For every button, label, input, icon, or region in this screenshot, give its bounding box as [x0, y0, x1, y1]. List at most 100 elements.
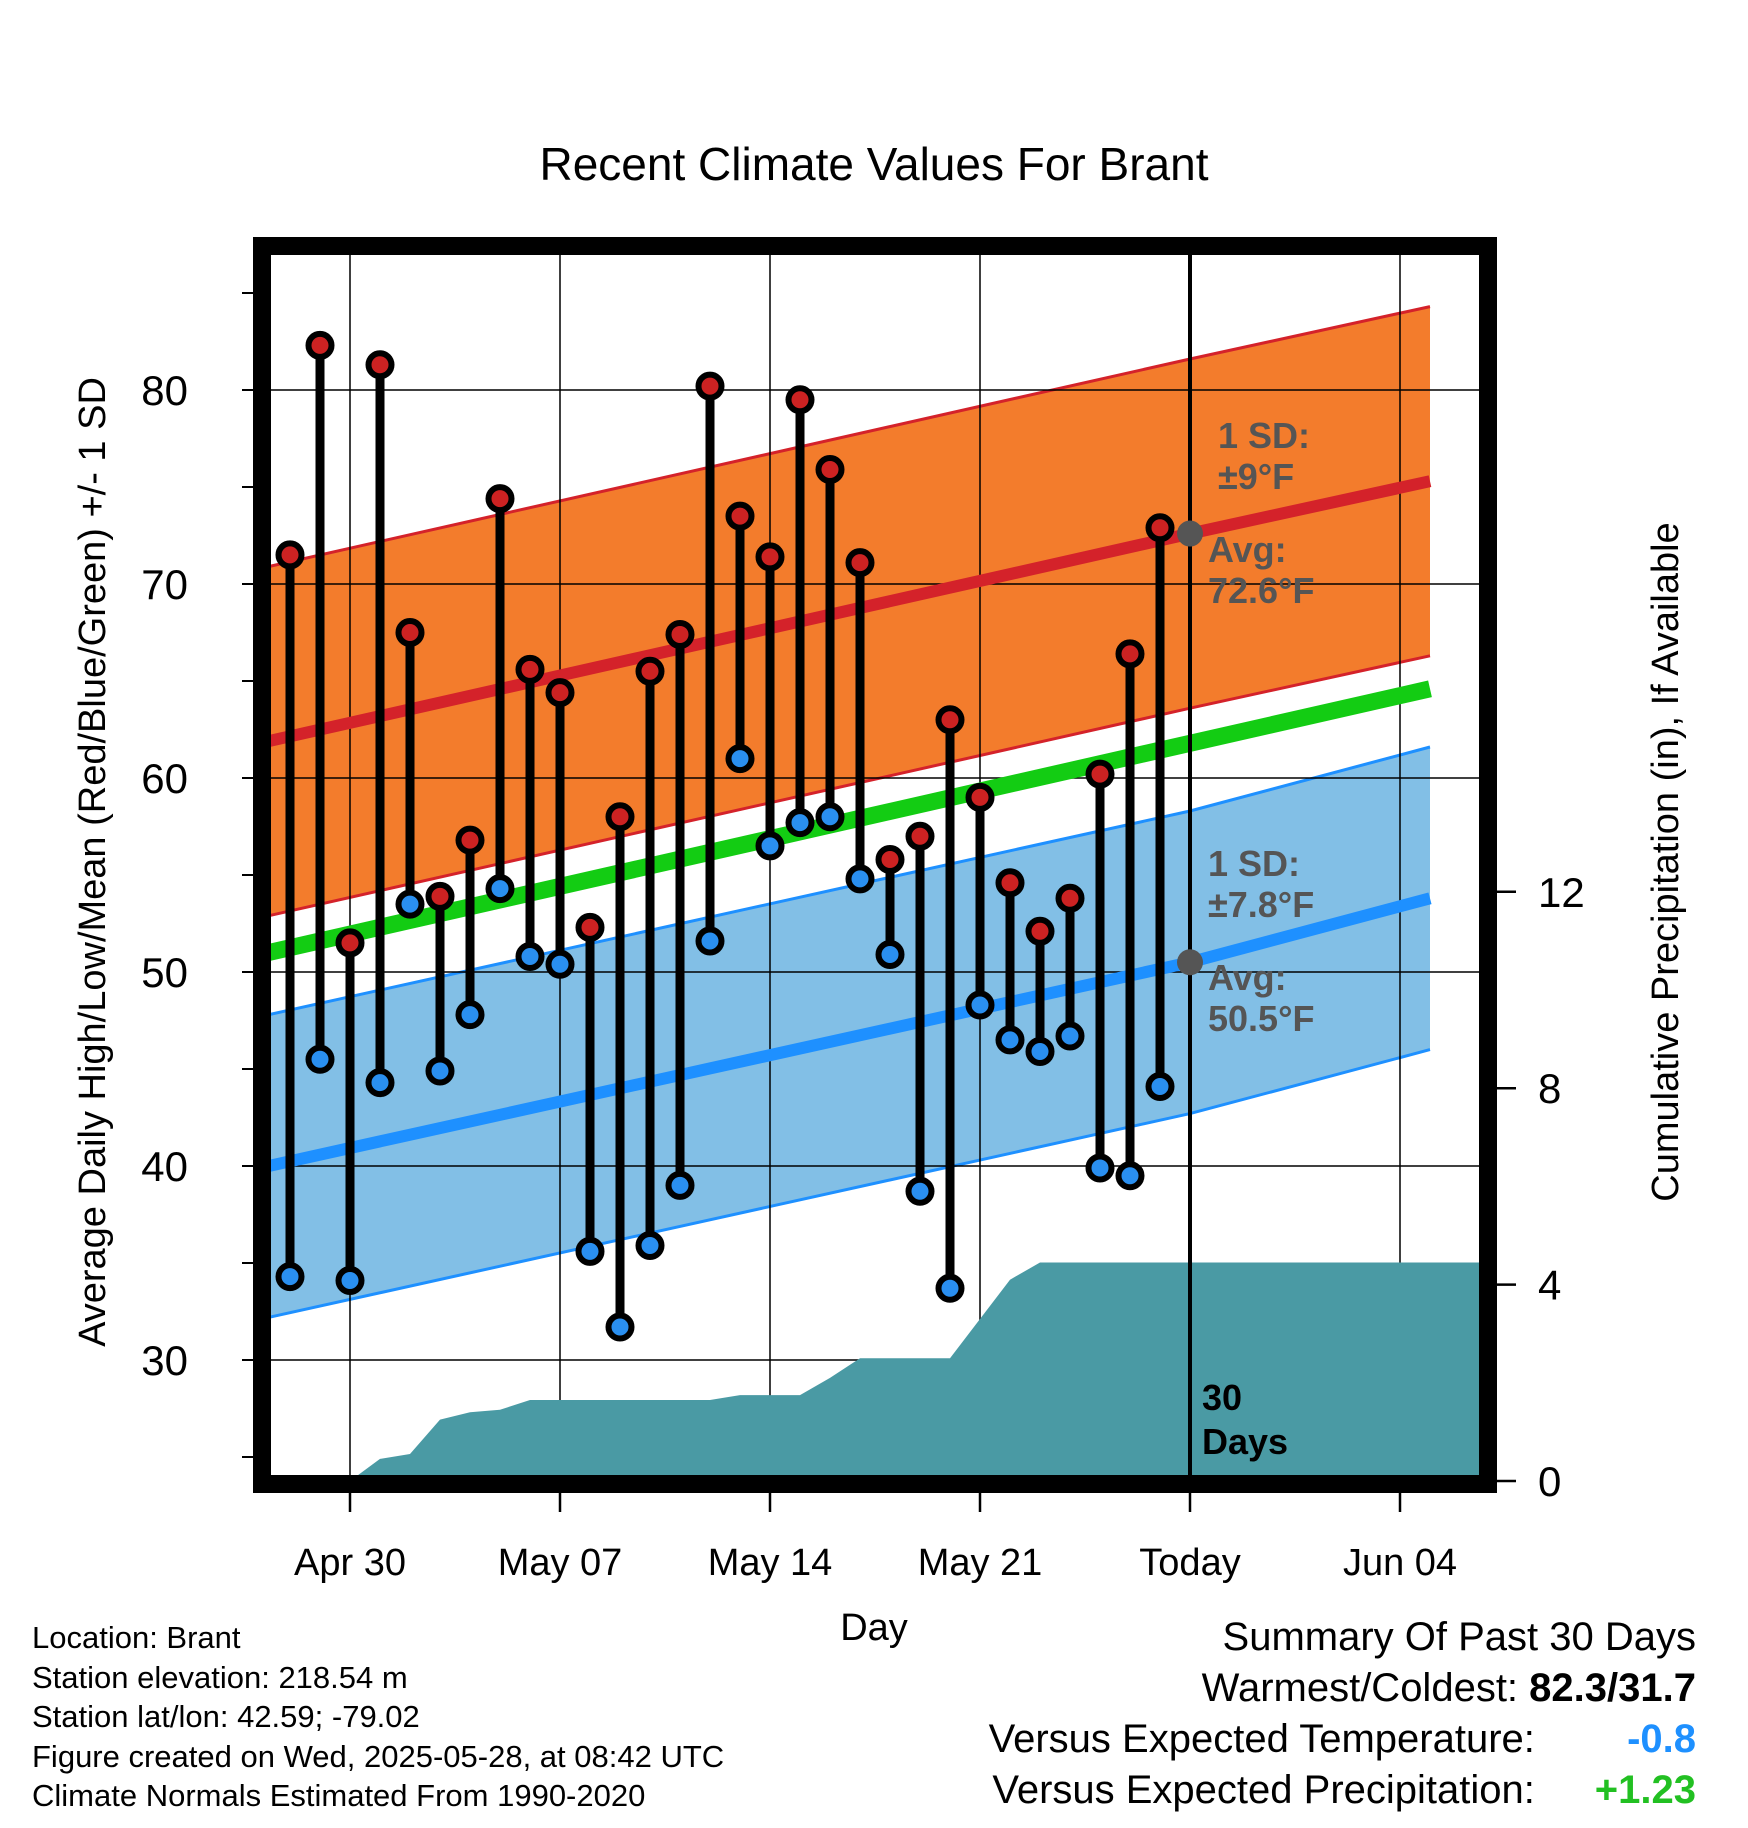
low-point — [695, 926, 725, 956]
chart-text: Recent Climate Values For Brant Day Averag… — [72, 138, 1687, 1649]
low-point — [335, 1265, 365, 1295]
daily-points — [275, 330, 1203, 1342]
low-point — [515, 941, 545, 971]
high-point — [935, 705, 965, 735]
avg-mean-line — [262, 680, 1432, 963]
high-point — [905, 821, 935, 851]
high-point — [1085, 759, 1115, 789]
low-point — [875, 940, 905, 970]
summary-title: Summary Of Past 30 Days — [1222, 1615, 1696, 1659]
high-point — [635, 656, 665, 686]
high-avg-annotation: Avg: 72.6°F — [1208, 529, 1314, 611]
plot-border — [253, 237, 1497, 1493]
high-point — [365, 350, 395, 380]
high-point — [575, 912, 605, 942]
summary-warmest-row: Warmest/Coldest: 82.3/31.7 — [989, 1663, 1696, 1714]
station-info: Location: Brant Station elevation: 218.5… — [32, 1618, 724, 1816]
low-point — [635, 1231, 665, 1261]
today-avg-low-marker — [1177, 949, 1203, 976]
x-tick-label: Today — [1139, 1542, 1240, 1584]
high-point — [875, 844, 905, 874]
low-point — [905, 1176, 935, 1206]
low-point — [1115, 1161, 1145, 1191]
temp-label: Versus Expected Temperature: — [988, 1717, 1535, 1761]
low-point — [815, 802, 845, 832]
high-point — [665, 619, 695, 649]
low-point — [365, 1068, 395, 1098]
high-point — [995, 868, 1025, 898]
summary-precip-row: Versus Expected Precipitation: +1.23 — [989, 1765, 1696, 1816]
low-sd-annotation: 1 SD: ±7.8°F — [1208, 843, 1314, 925]
high-point — [335, 928, 365, 958]
low-point — [1085, 1153, 1115, 1183]
low-point — [1025, 1037, 1055, 1067]
high-point — [425, 881, 455, 911]
low-point — [605, 1312, 635, 1342]
low-point — [575, 1236, 605, 1266]
y2-tick-label-8: 8 — [1538, 1065, 1561, 1112]
low-point — [545, 949, 575, 979]
low-point — [275, 1262, 305, 1292]
thirty-days-annotation: 30 Days — [1202, 1377, 1288, 1462]
created-text: Figure created on Wed, 2025-05-28, at 08… — [32, 1738, 725, 1774]
low-point — [935, 1273, 965, 1303]
precipitation-area — [350, 1262, 1488, 1484]
high-point — [1115, 639, 1145, 669]
high-point — [785, 385, 815, 415]
low-point — [395, 889, 425, 919]
low-point — [755, 831, 785, 861]
high-point — [1025, 916, 1055, 946]
y2-tick-label-12: 12 — [1538, 869, 1585, 916]
high-point — [755, 542, 785, 572]
high-point — [1145, 513, 1175, 543]
high-point — [455, 825, 485, 855]
high-point — [395, 618, 425, 647]
y2-tick-label-4: 4 — [1538, 1262, 1561, 1309]
high-point — [695, 371, 725, 401]
x-tick-label: Jun 04 — [1343, 1542, 1457, 1584]
x-tick-label: Apr 30 — [294, 1542, 406, 1584]
high-point — [305, 330, 335, 360]
y-tick-label-40: 40 — [141, 1143, 188, 1190]
warmest-value: 82.3/31.7 — [1529, 1666, 1696, 1710]
today-avg-high-marker — [1177, 520, 1203, 547]
precip-area — [350, 1262, 1488, 1484]
y2-tick-label-0: 0 — [1538, 1458, 1561, 1505]
low-point — [455, 1000, 485, 1030]
low-point — [845, 864, 875, 894]
high-point — [605, 802, 635, 832]
high-point — [815, 455, 845, 485]
daily-range-stems — [285, 345, 1165, 1328]
high-point — [965, 782, 995, 812]
y-tick-label-50: 50 — [141, 949, 188, 996]
x-tick-label: May 14 — [708, 1542, 833, 1584]
low-point — [995, 1025, 1025, 1055]
low-point — [1055, 1021, 1085, 1051]
precip-label: Versus Expected Precipitation: — [992, 1768, 1535, 1812]
summary-temp-row: Versus Expected Temperature: -0.8 — [989, 1714, 1696, 1765]
low-point — [425, 1056, 455, 1086]
high-point — [275, 540, 305, 570]
elevation-text: Station elevation: 218.54 m — [32, 1659, 408, 1695]
high-point — [485, 484, 515, 514]
low-point — [485, 874, 515, 904]
y-tick-label-30: 30 — [141, 1337, 188, 1384]
warmest-label: Warmest/Coldest: — [1201, 1666, 1519, 1710]
low-point — [725, 744, 755, 774]
high-point — [1055, 883, 1085, 913]
low-point — [305, 1044, 335, 1074]
high-sd-annotation: 1 SD: ±9°F — [1218, 415, 1310, 497]
location-text: Location: Brant — [32, 1620, 241, 1655]
high-point — [515, 654, 545, 684]
y-tick-label-80: 80 — [141, 367, 188, 414]
x-tick-label: May 07 — [498, 1542, 623, 1584]
normals-text: Climate Normals Estimated From 1990-2020 — [32, 1778, 646, 1813]
temp-value: -0.8 — [1627, 1717, 1696, 1761]
x-axis-label: Day — [840, 1607, 908, 1649]
axes: 30 40 50 60 70 80 0 4 8 12 Apr 30 May 07 May 14 May 2… — [141, 292, 1585, 1584]
high-point — [725, 501, 755, 531]
summary-panel: Summary Of Past 30 Days Warmest/Coldest:… — [989, 1612, 1696, 1816]
high-point — [545, 678, 575, 708]
y-tick-label-70: 70 — [141, 561, 188, 608]
